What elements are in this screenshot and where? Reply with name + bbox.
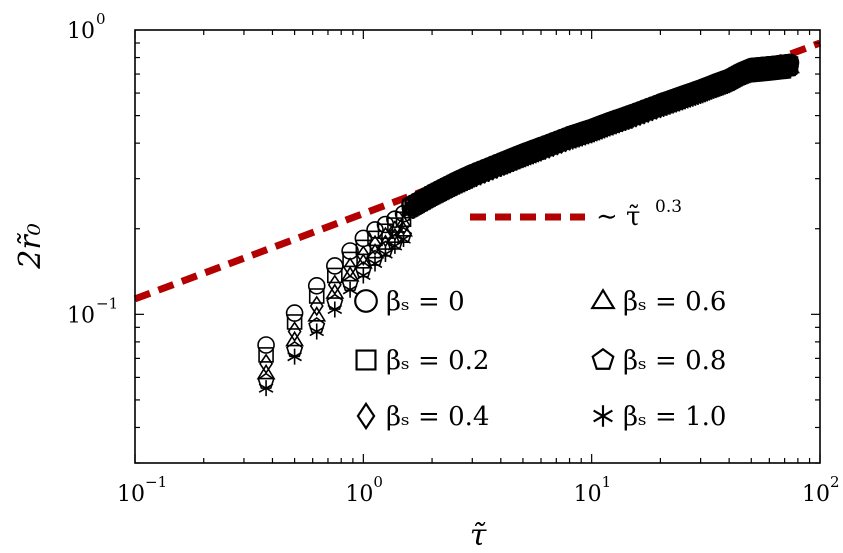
legend-label: βₛ = 0.2 (386, 346, 489, 376)
data-point-asterisk (387, 237, 403, 254)
x-axis-label: τ̃ (470, 518, 487, 553)
data-point-diamond (287, 321, 302, 342)
data-point-diamond (309, 295, 324, 317)
data-point-triangle (325, 283, 345, 299)
data-point-circle (326, 257, 344, 275)
legend-label: βₛ = 0.4 (386, 402, 489, 432)
legend-marker-pentagon (591, 347, 615, 370)
legend-entry: βₛ = 0.2 (355, 346, 489, 376)
legend-marker-circle (354, 289, 378, 313)
data-point-asterisk (342, 281, 358, 298)
legend-marker-triangle (590, 288, 616, 310)
legend-label: βₛ = 0 (386, 287, 465, 317)
data-point-triangle (285, 330, 305, 347)
data-point-asterisk (356, 267, 371, 284)
reference-exponent: 0.3 (655, 197, 682, 217)
data-point-circle (307, 276, 326, 295)
x-tick-label-exponent: 2 (830, 473, 840, 491)
legend-entry: βₛ = 0.4 (356, 401, 489, 432)
legend-label: βₛ = 0.8 (623, 346, 726, 376)
x-tick-label-exponent: 1 (602, 473, 612, 491)
data-point-triangle (256, 363, 276, 380)
reference-label: ∼ τ̃ (596, 202, 640, 232)
data-point-square (286, 314, 303, 330)
data-point-circle (366, 221, 384, 239)
data-point-square (327, 267, 343, 284)
data-layer (256, 53, 800, 397)
y-tick-label-exponent: −1 (96, 294, 118, 312)
legend-marker-asterisk (593, 405, 613, 427)
legend-entry: βₛ = 0.6 (590, 287, 726, 317)
reference-annotation: ∼ τ̃ 0.3 (470, 197, 682, 232)
legend-label: βₛ = 0.6 (623, 287, 726, 317)
data-point-diamond (259, 353, 274, 375)
data-point-asterisk (378, 245, 393, 262)
data-point-square (258, 347, 274, 363)
data-point-circle (386, 210, 404, 229)
x-tick-label: 10 (345, 482, 373, 507)
data-point-diamond (368, 234, 382, 256)
x-tick-label: 10 (117, 482, 145, 507)
plot-frame (134, 29, 821, 464)
y-tick-label: 10 (67, 19, 95, 44)
data-point-circle (257, 336, 275, 354)
x-tick-label-exponent: −1 (145, 473, 167, 491)
legend-marker-square (355, 349, 377, 371)
legend-entry: βₛ = 1.0 (593, 402, 726, 432)
legend: βₛ = 0 βₛ = 0.2 βₛ = 0.4 βₛ = 0.6 βₛ = 0.8 βₛ… (354, 287, 726, 432)
y-tick-label-exponent: 0 (96, 10, 106, 28)
data-point-triangle (307, 306, 327, 322)
data-point-asterisk (396, 231, 411, 248)
data-point-diamond (356, 245, 371, 266)
dense-trend (400, 53, 800, 221)
data-point-square (308, 288, 325, 304)
data-point-circle (285, 304, 304, 322)
x-tick-label: 10 (802, 482, 830, 507)
x-tick-label-exponent: 0 (373, 473, 383, 491)
y-tick-label: 10 (67, 303, 95, 328)
data-point-asterisk (327, 301, 343, 318)
x-tick-label: 10 (574, 482, 602, 507)
y-axis-label: 2r̃₀ (13, 223, 48, 269)
series-asterisk (258, 231, 411, 397)
dense-point-asterisk (783, 62, 798, 79)
data-point-square (377, 223, 394, 240)
legend-marker-diamond (356, 401, 376, 431)
data-point-asterisk (367, 255, 383, 272)
tick-layer (134, 30, 821, 464)
legend-entry: βₛ = 0 (354, 287, 465, 317)
data-point-asterisk (258, 380, 274, 397)
tick-label-layer: 10 −1 10 0 10 1 10 210 −110 0 (67, 10, 840, 507)
legend-entry: βₛ = 0.8 (591, 346, 726, 376)
data-point-triangle (340, 265, 360, 282)
legend-label: βₛ = 1.0 (623, 402, 726, 432)
data-point-asterisk (309, 323, 325, 340)
data-point-asterisk (287, 348, 302, 365)
